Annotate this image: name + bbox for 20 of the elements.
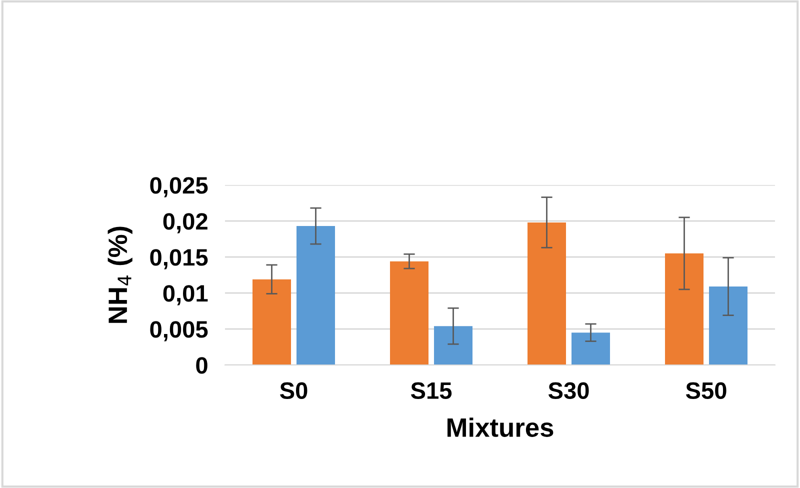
y-tick-label: 0,01 — [163, 285, 208, 306]
x-tick-label: S50 — [686, 382, 726, 400]
y-tick-label: 0,015 — [150, 249, 208, 270]
bar — [528, 222, 566, 365]
y-axis-title: NH$_{4}$ (%) — [108, 226, 132, 323]
x-tick-label: S15 — [410, 382, 452, 400]
y-tick-label: 0,005 — [150, 321, 208, 342]
bar — [296, 226, 335, 365]
x-axis-title: Mixtures — [448, 418, 554, 437]
y-tick-label: 0 — [196, 357, 208, 374]
y-tick-label: 0,02 — [163, 213, 208, 234]
bar — [665, 253, 704, 365]
bar — [434, 326, 472, 365]
bar — [572, 332, 610, 365]
bar — [709, 286, 748, 365]
x-tick-label: S30 — [548, 382, 589, 400]
x-tick-label: S0 — [280, 382, 308, 400]
bar — [390, 261, 428, 365]
y-tick-label: 0,025 — [150, 177, 208, 198]
bar — [252, 279, 291, 365]
